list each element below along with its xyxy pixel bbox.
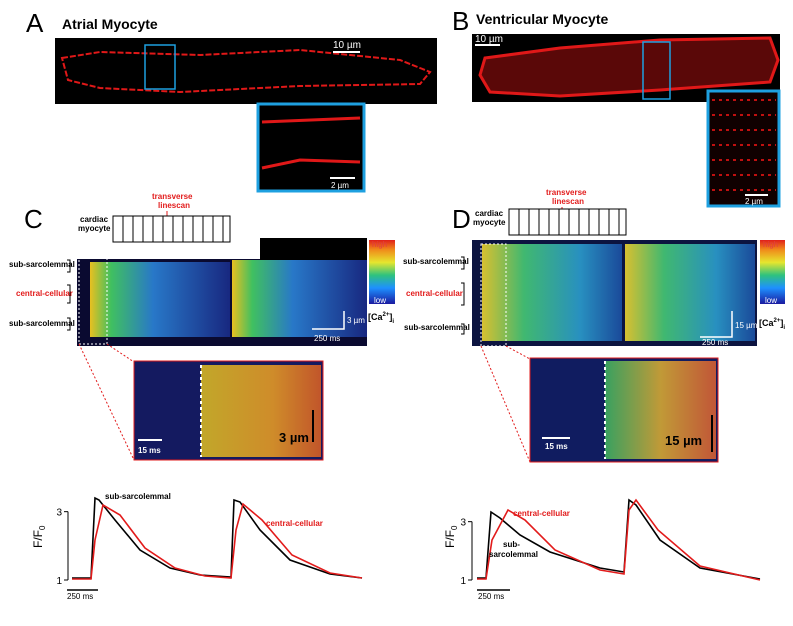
scale-label: 2 µm (331, 181, 349, 190)
scale-label: 3 µm (347, 316, 365, 325)
colorbar-label: low (765, 296, 777, 305)
panel-label: A (26, 8, 44, 38)
region-label: sub-sarcolemmal (9, 319, 75, 328)
zoom-box (480, 243, 507, 347)
sarcomeres (122, 216, 224, 242)
trace-panel: F/F0 central-cellular sub- sarcolemmal 2… (443, 498, 761, 601)
region-label: sub-sarcolemmal (403, 257, 469, 266)
trace-label: sub- (503, 540, 520, 549)
y-axis-label: F/F0 (443, 525, 459, 548)
trace-label: sarcolemmal (489, 550, 538, 559)
roi-box (144, 44, 176, 90)
zoom-transient (201, 365, 321, 457)
region-label: central-cellular (16, 289, 73, 298)
y-tick-label: 1 (460, 576, 466, 587)
colorbar (369, 240, 395, 304)
transient (625, 244, 755, 341)
zoom-box (78, 257, 108, 345)
panel-a: A Atrial Myocyte 10 µm 2 µm (26, 8, 437, 193)
linescan-label: transverse (546, 188, 587, 197)
scale-label: 2 µm (745, 197, 763, 206)
region-label: sub-sarcolemmal (404, 323, 470, 332)
zoom-transient (605, 361, 716, 459)
region-bracket (461, 256, 465, 335)
scale-label: 250 ms (478, 592, 504, 601)
zoom-line (480, 345, 531, 463)
trace-subsarcolemmal (72, 496, 363, 579)
y-tick-label: 3 (56, 508, 62, 519)
roi-box (642, 41, 671, 100)
inset (706, 89, 781, 208)
cell-schematic (112, 215, 231, 243)
cell-label: cardiac (80, 215, 109, 224)
scale-label: 15 ms (545, 442, 568, 451)
panel-b: B Ventricular Myocyte 10 µm 2 µm (452, 6, 781, 208)
cell-label: myocyte (78, 224, 111, 233)
scale-label: 3 µm (279, 430, 309, 445)
region-bracket (67, 259, 71, 331)
cell-schematic (508, 208, 627, 236)
trace-label: central-cellular (513, 509, 570, 518)
colorbar-label: high (763, 240, 778, 249)
colorbar (760, 240, 785, 304)
linescan-label: transverse (152, 192, 193, 201)
y-axis-label: F/F0 (31, 525, 47, 548)
inset-membrane (261, 116, 361, 170)
micrograph (55, 38, 437, 104)
linescan (260, 238, 367, 260)
scale-label: 250 ms (702, 338, 728, 347)
scale-label: 10 µm (333, 40, 361, 51)
scale-label: 15 ms (138, 446, 161, 455)
region-label: central-cellular (406, 289, 463, 298)
linescan-label: linescan (158, 201, 190, 210)
panel-label: D (452, 204, 471, 234)
transient (482, 244, 622, 341)
ca-label: [Ca2+]i (759, 318, 785, 331)
trace-subsarcolemmal (477, 498, 761, 580)
y-tick-label: 3 (460, 518, 466, 529)
panel-title: Ventricular Myocyte (476, 11, 608, 27)
scale-bar (700, 311, 733, 338)
trace-central (477, 498, 761, 581)
panel-label: C (24, 204, 43, 234)
zoom-line (78, 343, 135, 461)
scale-label: 10 µm (475, 34, 503, 45)
scale-label: 15 µm (735, 321, 758, 330)
cell-outline (60, 48, 432, 94)
ca-label: [Ca2+]i (368, 312, 394, 325)
colorbar-label: low (374, 296, 386, 305)
cell-label: cardiac (475, 209, 504, 218)
region-label: sub-sarcolemmal (9, 260, 75, 269)
panel-c: C transverse linescan cardiac myocyte su… (9, 192, 395, 461)
trace-central (72, 502, 363, 580)
scale-label: 250 ms (67, 592, 93, 601)
transient (90, 262, 230, 337)
panel-title: Atrial Myocyte (62, 16, 158, 32)
scale-label: 250 ms (314, 334, 340, 343)
panel-label: B (452, 6, 469, 36)
colorbar-label: high (372, 240, 387, 249)
linescan-label: linescan (552, 197, 584, 206)
trace-label: sub-sarcolemmal (105, 492, 171, 501)
scale-bar (312, 311, 345, 330)
sarcomeres (518, 209, 620, 235)
trace-label: central-cellular (266, 519, 323, 528)
cell-outline (478, 36, 780, 98)
y-tick-label: 1 (56, 576, 62, 587)
scale-label: 15 µm (665, 433, 702, 448)
transient (232, 260, 367, 337)
cell-label: myocyte (473, 218, 506, 227)
trace-panel: F/F0 sub-sarcolemmal central-cellular 25… (31, 492, 363, 601)
panel-d: D transverse linescan cardiac myocyte su… (403, 188, 785, 463)
